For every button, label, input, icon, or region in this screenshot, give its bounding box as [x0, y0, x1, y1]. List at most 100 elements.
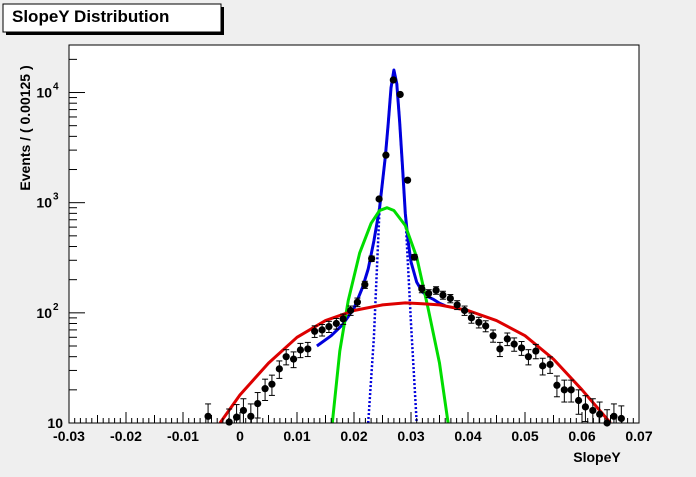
data-marker: [475, 318, 483, 326]
x-tick-label: 0.05: [511, 428, 538, 444]
data-marker: [581, 403, 590, 411]
data-point: [581, 395, 590, 423]
data-marker: [574, 396, 583, 405]
x-axis-label: SlopeY: [573, 449, 621, 465]
data-point: [503, 332, 511, 347]
chart-title: SlopeY Distribution: [12, 7, 169, 26]
data-marker: [425, 289, 433, 298]
data-point: [432, 286, 440, 295]
data-point: [560, 379, 568, 403]
y-tick-base: 10: [36, 195, 52, 211]
y-tick-label: 10 4: [36, 82, 59, 101]
x-tick-label: 0.04: [454, 428, 481, 444]
data-marker: [282, 353, 290, 361]
data-marker: [361, 281, 369, 289]
data-point: [524, 349, 533, 366]
data-point: [296, 342, 305, 359]
data-point: [368, 255, 376, 263]
data-marker: [539, 362, 547, 370]
x-tick-label: 0.06: [568, 428, 595, 444]
data-marker: [489, 332, 497, 340]
data-marker: [532, 347, 540, 355]
data-marker: [510, 340, 518, 348]
data-point: [254, 392, 262, 419]
data-marker: [304, 345, 312, 353]
data-point: [396, 90, 404, 99]
data-marker: [503, 335, 511, 343]
data-marker: [410, 253, 419, 261]
data-marker: [560, 386, 568, 394]
x-axis: -0.03 -0.02 -0.01 0 0.01 0.02 0.03 0.04 0.05 0.06…: [53, 412, 653, 444]
data-point: [361, 280, 369, 289]
y-tick-label: 10 3: [36, 192, 59, 211]
data-marker: [339, 315, 347, 323]
data-point: [418, 284, 426, 294]
data-point: [353, 297, 362, 308]
data-marker: [296, 346, 305, 354]
data-marker: [275, 365, 283, 373]
data-marker: [225, 418, 233, 426]
data-marker: [467, 314, 476, 322]
data-marker: [254, 400, 262, 408]
data-marker: [567, 386, 575, 394]
y-tick-label: 10: [47, 415, 63, 431]
data-marker: [517, 344, 526, 352]
data-marker: [596, 410, 604, 418]
data-marker: [617, 414, 625, 423]
data-marker: [289, 355, 298, 363]
data-marker: [332, 319, 340, 328]
plot-area: [68, 44, 640, 424]
data-point: [482, 320, 490, 333]
data-point: [403, 176, 412, 184]
data-marker: [247, 412, 255, 420]
x-tick-label: 0.01: [283, 428, 310, 444]
data-point: [282, 349, 290, 366]
data-marker: [389, 76, 397, 84]
y-tick-exponent: 3: [53, 192, 59, 203]
data-point: [553, 375, 561, 398]
data-point: [539, 357, 547, 376]
data-point: [261, 378, 269, 402]
data-point: [517, 341, 526, 356]
data-point: [546, 356, 554, 374]
x-tick-label: 0.03: [397, 428, 424, 444]
data-marker: [482, 322, 490, 330]
data-marker: [460, 306, 469, 315]
data-point: [289, 351, 298, 369]
x-tick-label: 0.02: [340, 428, 367, 444]
y-tick-base: 10: [36, 85, 52, 101]
data-marker: [382, 151, 390, 159]
data-marker: [496, 345, 504, 353]
data-marker: [375, 195, 383, 203]
data-point: [475, 316, 483, 329]
data-point: [439, 290, 447, 300]
data-marker: [396, 90, 404, 99]
data-point: [318, 323, 326, 337]
y-tick-base: 10: [47, 415, 63, 431]
data-point: [339, 313, 347, 325]
data-marker: [589, 406, 597, 415]
data-marker: [318, 326, 326, 334]
x-tick-label: -0.02: [110, 428, 142, 444]
y-tick-exponent: 4: [53, 82, 59, 93]
data-point: [460, 305, 469, 316]
data-marker: [453, 301, 461, 309]
data-marker: [311, 327, 319, 335]
data-point: [467, 312, 476, 324]
data-point: [532, 343, 540, 360]
data-point: [510, 337, 518, 352]
data-point: [567, 379, 575, 403]
data-point: [304, 341, 312, 358]
x-tick-label: -0.03: [53, 428, 85, 444]
y-tick-base: 10: [36, 305, 52, 321]
data-marker: [553, 381, 561, 389]
data-point: [311, 325, 319, 338]
x-tick-label: 0: [236, 428, 244, 444]
data-marker: [239, 406, 248, 415]
y-tick-label: 10 2: [36, 302, 59, 321]
data-point: [389, 76, 397, 84]
data-point: [346, 305, 355, 316]
